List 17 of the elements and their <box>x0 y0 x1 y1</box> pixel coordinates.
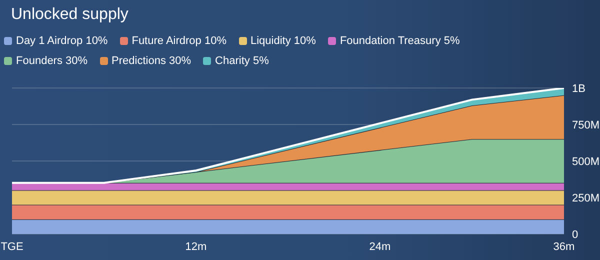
chart-title: Unlocked supply <box>11 6 128 24</box>
x-tick-label: 12m <box>185 240 207 253</box>
y-tick-label: 750M <box>572 119 600 132</box>
y-tick-label: 500M <box>572 156 600 168</box>
y-tick-label: 1B <box>572 82 586 95</box>
legend-label: Foundation Treasury 5% <box>338 34 460 49</box>
y-tick-label: 250M <box>572 192 600 204</box>
y-tick-label: 0 <box>572 228 578 241</box>
legend-label: Predictions 30% <box>110 54 192 69</box>
legend-label: Liquidity 10% <box>250 34 316 49</box>
legend-label: Day 1 Airdrop 10% <box>15 34 108 49</box>
legend-label: Founders 30% <box>15 54 88 69</box>
x-tick-label: TGE <box>0 240 24 253</box>
legend-label: Charity 5% <box>214 54 269 69</box>
x-tick-label: 36m <box>553 240 575 253</box>
legend-label: Future Airdrop 10% <box>130 34 226 49</box>
x-tick-label: 24m <box>369 240 391 253</box>
